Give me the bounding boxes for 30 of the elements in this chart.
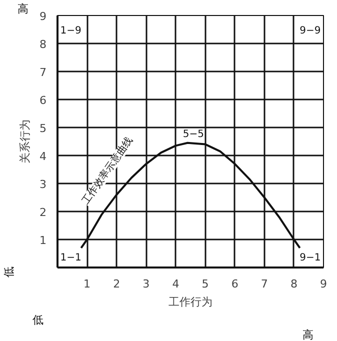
y-tick-label: 3 (40, 178, 46, 191)
annotation: 工作效率示意曲线 (79, 134, 136, 207)
y-tick-label: 5 (40, 122, 46, 135)
y-tick-label: 4 (40, 150, 46, 163)
text: 低 (2, 266, 16, 278)
x-tick-label: 8 (290, 278, 298, 290)
annotation: 1−1 (60, 252, 82, 264)
y-axis-title: 关系行为 (18, 120, 32, 164)
y-tick-label: 7 (40, 66, 46, 79)
x-tick-label: 3 (142, 278, 150, 290)
text: 高 (18, 2, 28, 16)
x-tick-label: 9 (320, 278, 327, 290)
annotation: 9−9 (300, 26, 321, 36)
x-tick-label: 6 (231, 278, 238, 290)
annotation: 5−5 (182, 129, 204, 140)
annotation: 9−1 (300, 252, 321, 264)
x-axis-title: 工作行为 (168, 296, 212, 308)
y-tick-label: 1 (40, 234, 46, 247)
y-tick-label: 2 (40, 206, 46, 219)
x-tick-label: 2 (113, 278, 120, 290)
y-tick-label: 6 (40, 94, 46, 107)
x-tick-label: 5 (202, 278, 209, 290)
y-tick-label: 8 (40, 38, 46, 51)
text: 低 (32, 314, 44, 326)
x-tick-label: 7 (260, 278, 268, 290)
annotation: 1−9 (60, 26, 82, 36)
y-tick-label: 9 (40, 10, 46, 23)
text: 高 (302, 328, 314, 341)
x-tick-label: 4 (172, 278, 180, 290)
x-tick-label: 1 (84, 278, 91, 290)
